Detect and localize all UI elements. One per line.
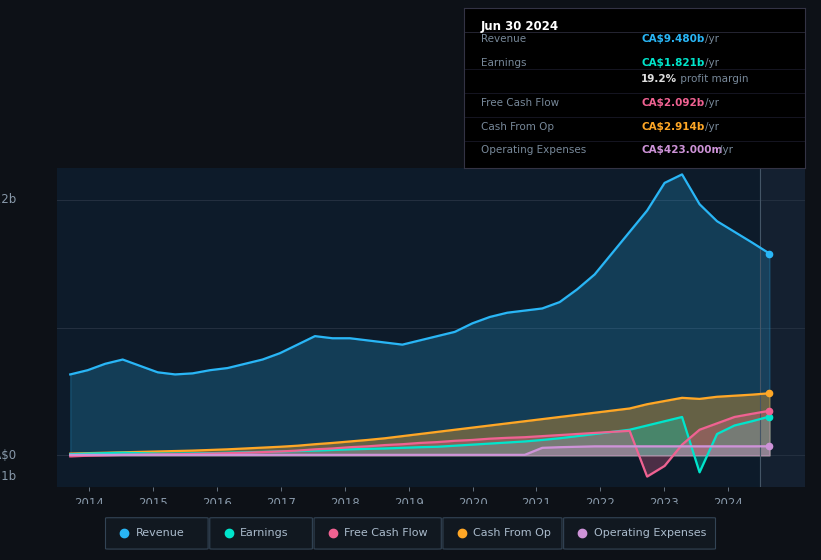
- Text: /yr: /yr: [705, 97, 719, 108]
- FancyBboxPatch shape: [105, 517, 208, 549]
- Text: Free Cash Flow: Free Cash Flow: [345, 529, 428, 538]
- FancyBboxPatch shape: [564, 517, 716, 549]
- FancyBboxPatch shape: [314, 517, 442, 549]
- Text: /yr: /yr: [705, 122, 719, 132]
- Text: CA$12b: CA$12b: [0, 193, 16, 207]
- Text: CA$2.914b: CA$2.914b: [641, 122, 704, 132]
- Text: Operating Expenses: Operating Expenses: [594, 529, 706, 538]
- Text: Earnings: Earnings: [240, 529, 289, 538]
- FancyBboxPatch shape: [209, 517, 312, 549]
- Text: Free Cash Flow: Free Cash Flow: [481, 97, 559, 108]
- Text: Operating Expenses: Operating Expenses: [481, 146, 586, 156]
- Text: Revenue: Revenue: [135, 529, 185, 538]
- Text: /yr: /yr: [705, 58, 719, 68]
- Bar: [760, 168, 805, 487]
- Text: -CA$1b: -CA$1b: [0, 470, 16, 483]
- Text: Cash From Op: Cash From Op: [481, 122, 554, 132]
- Text: Jun 30 2024: Jun 30 2024: [481, 20, 559, 32]
- Text: CA$423.000m: CA$423.000m: [641, 146, 722, 156]
- Text: CA$1.821b: CA$1.821b: [641, 58, 704, 68]
- Text: Cash From Op: Cash From Op: [474, 529, 551, 538]
- Text: Revenue: Revenue: [481, 34, 526, 44]
- Text: 19.2%: 19.2%: [641, 73, 677, 83]
- Text: /yr: /yr: [719, 146, 733, 156]
- Text: /yr: /yr: [705, 34, 719, 44]
- Text: CA$0: CA$0: [0, 449, 16, 462]
- Text: CA$9.480b: CA$9.480b: [641, 34, 704, 44]
- Text: profit margin: profit margin: [677, 73, 748, 83]
- Text: Earnings: Earnings: [481, 58, 526, 68]
- FancyBboxPatch shape: [443, 517, 562, 549]
- Text: CA$2.092b: CA$2.092b: [641, 97, 704, 108]
